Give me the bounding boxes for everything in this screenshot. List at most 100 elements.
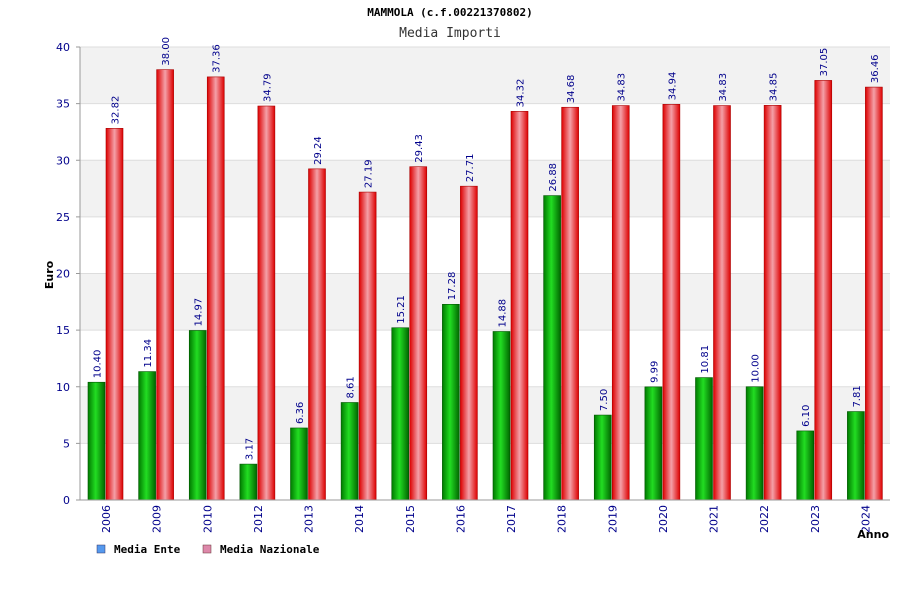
data-label: 34.94 [667,72,678,101]
bar-media-nazionale [561,106,579,501]
y-tick-label: 15 [56,324,70,337]
y-tick-label: 40 [56,41,70,54]
bar-media-ente [188,330,207,501]
x-axis-label: Anno [857,528,889,541]
bar-media-nazionale [206,76,225,501]
legend-item-media-ente: Media Ente [96,543,181,556]
data-label: 9.99 [649,361,660,383]
data-label: 14.97 [194,298,205,327]
bar-media-ente [543,195,561,501]
data-label: 7.81 [852,385,863,407]
bar-media-nazionale [662,104,681,501]
data-label: 38.00 [161,37,172,66]
data-label: 17.28 [447,272,458,301]
y-tick-label: 20 [56,268,70,281]
y-tick-label: 5 [63,437,70,450]
x-tick-label: 2009 [151,505,164,533]
x-tick-label: 2012 [252,505,265,533]
legend-label-media-ente: Media Ente [114,543,181,556]
y-tick-label: 25 [56,211,70,224]
data-labels: 10.40 32.82 11.34 38.00 14.97 37.36 3.17 34.79 6… [93,37,881,460]
data-label: 36.46 [870,54,881,83]
data-label: 14.88 [498,299,509,328]
y-axis-label: Euro [43,260,56,289]
data-label: 34.79 [262,73,273,102]
data-label: 11.34 [143,339,154,368]
x-tick-label: 2022 [758,505,771,533]
bar-media-nazionale [814,80,833,501]
legend-label-media-nazionale: Media Nazionale [220,543,320,556]
bar-media-nazionale [105,128,124,501]
bar-media-nazionale [510,111,529,501]
x-tick-label: 2020 [657,505,670,533]
data-label: 8.61 [346,376,357,398]
data-label: 34.32 [516,79,527,108]
legend-item-media-nazionale: Media Nazionale [202,543,320,556]
chart-title: MAMMOLA (c.f.00221370802) [367,6,533,19]
data-label: 37.05 [819,48,830,77]
legend: Media Ente Media Nazionale [96,543,320,556]
data-label: 27.71 [465,154,476,183]
bar-media-nazionale [156,69,174,501]
bar-media-ente [391,327,410,501]
bar-media-ente [87,381,106,501]
bar-media-nazionale [358,191,377,501]
bar-media-nazionale [460,185,478,501]
x-tick-label: 2016 [454,505,467,533]
data-label: 32.82 [111,96,122,125]
data-label: 10.40 [93,350,104,379]
bar-media-nazionale [257,105,276,501]
bar-media-nazionale [308,168,326,501]
bar-media-ente [745,386,764,501]
data-label: 27.19 [364,159,375,188]
y-tick-label: 35 [56,98,70,111]
x-tick-label: 2010 [201,505,214,533]
bar-media-ente [695,377,713,501]
bar-media-nazionale [611,105,630,501]
x-tick-label: 2006 [100,505,113,533]
chart-subtitle: Media Importi [399,26,501,41]
bar-media-ente [847,411,865,501]
bar-media-ente [290,427,308,501]
bar-media-ente [239,463,258,501]
data-label: 10.81 [700,345,711,374]
x-tick-label: 2015 [404,505,417,533]
data-label: 26.88 [548,163,559,192]
data-label: 3.17 [244,438,255,460]
data-label: 10.00 [751,354,762,383]
data-label: 29.24 [313,136,324,165]
y-tick-label: 0 [63,494,70,507]
bar-media-ente [442,304,460,501]
bar-media-ente [340,402,359,501]
x-tick-label: 2024 [859,505,872,533]
bar-media-nazionale [763,105,782,501]
x-axis-ticks: 2006 2009 2010 2012 2013 2014 2015 2016 2017 2018… [100,505,872,533]
bar-media-nazionale [865,86,883,501]
legend-swatch-media-nazionale [202,544,212,554]
x-tick-label: 2021 [708,505,721,533]
bar-media-ente [138,371,156,501]
data-label: 15.21 [396,295,407,324]
bar-media-nazionale [713,105,731,501]
data-label: 7.50 [599,389,610,411]
x-tick-label: 2017 [505,505,518,533]
bar-media-ente [644,386,663,501]
y-axis-ticks: 0 5 10 15 20 25 30 35 40 [56,41,80,507]
data-label: 34.83 [718,73,729,102]
y-tick-label: 30 [56,154,70,167]
bar-media-ente [593,414,612,501]
data-label: 29.43 [414,134,425,163]
data-label: 34.68 [566,75,577,104]
data-label: 6.36 [295,402,306,424]
x-tick-label: 2023 [809,505,822,533]
bar-media-ente [796,430,815,501]
bar-media-ente [492,331,511,501]
data-label: 34.85 [769,73,780,102]
bar-media-nazionale [409,166,428,501]
x-tick-label: 2013 [303,505,316,533]
x-tick-label: 2019 [606,505,619,533]
data-label: 37.36 [212,44,223,73]
data-label: 6.10 [801,405,812,427]
legend-swatch-media-ente [96,544,106,554]
data-label: 34.83 [617,73,628,102]
